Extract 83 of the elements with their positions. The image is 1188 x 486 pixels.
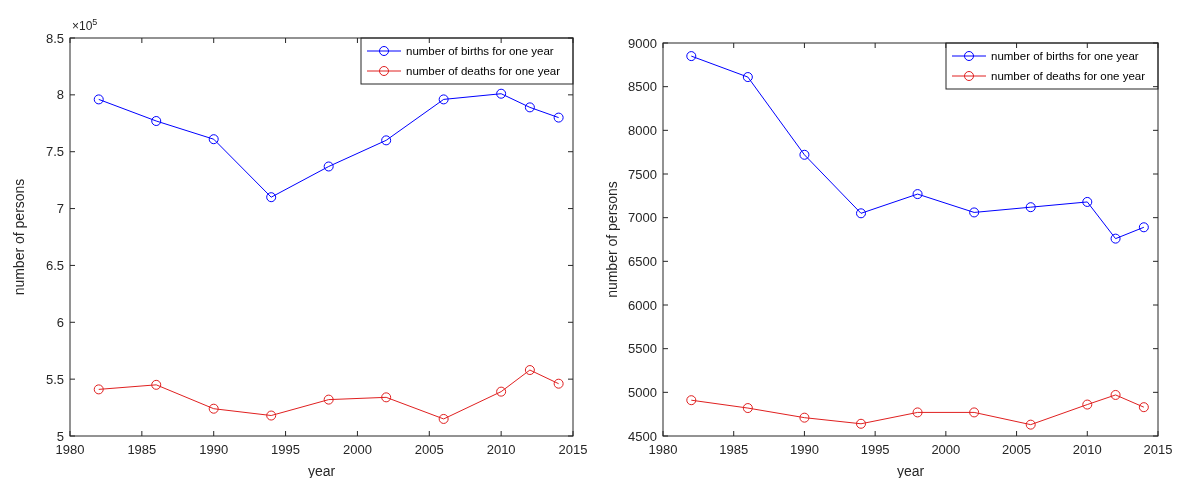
point (969, 207, 980, 218)
point (208, 403, 219, 414)
y-tick-label: 6500 (628, 253, 657, 269)
point (208, 134, 219, 145)
x-tick-label: 2015 (1143, 442, 1173, 457)
x-tick-label: 1980 (55, 442, 85, 457)
y-tick-label: 6 (56, 314, 64, 330)
x-tick-label: 1995 (271, 442, 301, 457)
point (496, 386, 507, 397)
point (93, 94, 104, 105)
point (151, 116, 162, 127)
point (856, 208, 866, 219)
point (323, 161, 334, 172)
y-tick-label: 5.5 (45, 371, 64, 387)
point (1082, 196, 1093, 207)
point (381, 135, 392, 146)
legend-label: number of births for one year (991, 50, 1139, 62)
point (742, 72, 753, 83)
point (266, 410, 277, 421)
x-tick-label: 2000 (931, 442, 961, 457)
y-axis-title: number of persons (11, 178, 27, 296)
y-tick-label: 5 (56, 428, 64, 444)
y-tick-label: 9000 (628, 35, 657, 51)
y-tick-label: 6000 (628, 297, 657, 313)
point (381, 392, 392, 403)
point (93, 384, 104, 395)
y-tick-label: 6.5 (45, 257, 64, 273)
legend-label: number of births for one year (406, 45, 554, 57)
point (553, 378, 564, 389)
point (524, 102, 535, 113)
x-tick-label: 2005 (1002, 442, 1032, 457)
point (151, 379, 162, 390)
legend-label: number of deaths for one year (406, 65, 561, 77)
point (799, 149, 810, 160)
point (1025, 419, 1036, 430)
x-tick-label: 2005 (414, 442, 444, 457)
point (438, 413, 449, 424)
point (799, 412, 810, 423)
x-tick-label: 2010 (486, 442, 516, 457)
point (1110, 389, 1121, 400)
point (1110, 233, 1121, 244)
point (524, 365, 535, 376)
y-tick-label: 5500 (628, 341, 657, 357)
point (912, 189, 923, 200)
point (438, 94, 449, 105)
x-tick-label: 2010 (1072, 442, 1102, 457)
point (856, 418, 866, 429)
y-tick-label: 7500 (628, 166, 657, 182)
x-tick-label: 1990 (789, 442, 819, 457)
y-tick-label: 7 (56, 201, 64, 217)
point (496, 88, 507, 99)
x-tick-label: 2000 (342, 442, 372, 457)
point (1082, 399, 1093, 410)
point (553, 112, 564, 123)
point (323, 394, 334, 405)
y-tick-label: 7.5 (45, 144, 64, 160)
point (912, 407, 923, 418)
y-tick-label: 5000 (628, 384, 657, 400)
y-tick-label: 8 (56, 87, 64, 103)
point (742, 403, 753, 414)
x-tick-label: 2015 (558, 442, 588, 457)
x-axis-title: year (896, 463, 925, 479)
y-tick-label: 7000 (628, 210, 657, 226)
point (969, 407, 980, 418)
point (1138, 222, 1149, 233)
x-tick-label: 1990 (199, 442, 229, 457)
x-tick-label: 1985 (719, 442, 749, 457)
y-tick-label: 8.5 (45, 30, 64, 46)
y-axis-title: number of persons (604, 181, 620, 298)
x-axis-title: year (307, 463, 336, 479)
point (686, 395, 697, 406)
x-tick-label: 1985 (127, 442, 157, 457)
point (266, 192, 277, 203)
point (686, 51, 697, 62)
x-tick-label: 1995 (860, 442, 890, 457)
y-tick-label: 8000 (628, 122, 657, 138)
point (1025, 202, 1036, 213)
legend-label: number of deaths for one year (991, 70, 1146, 82)
point (1138, 402, 1149, 413)
x-tick-label: 1980 (648, 442, 678, 457)
y-tick-label: 8500 (628, 79, 657, 95)
y-tick-label: 4500 (628, 428, 657, 444)
text: ×10$^{5}$ (72, 17, 98, 33)
